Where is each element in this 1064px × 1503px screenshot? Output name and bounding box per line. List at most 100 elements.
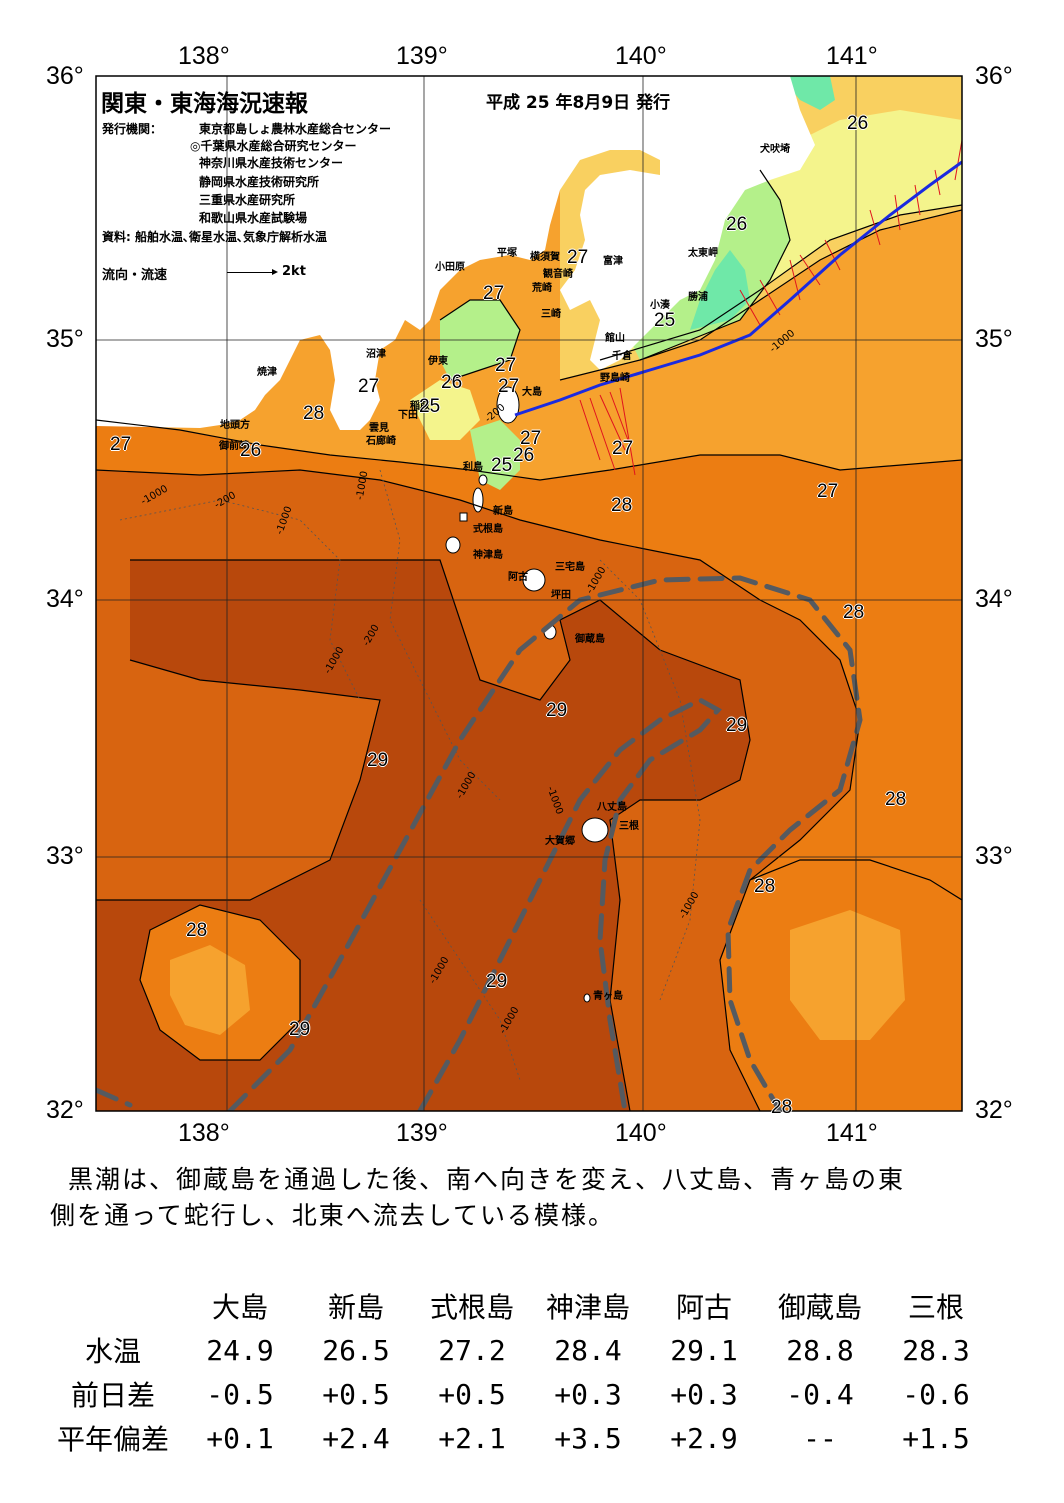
isotherm-label: 28: [611, 495, 633, 516]
lat-label-34-left: 34°: [46, 585, 84, 613]
table-cell: 29.1: [670, 1333, 738, 1367]
table-cell: 24.9: [206, 1333, 274, 1367]
map-title: 関東・東海海況速報: [101, 91, 308, 117]
lat-label-35-right: 35°: [975, 325, 1013, 353]
isotherm-label: 27: [817, 481, 839, 502]
isotherm-label: 29: [367, 750, 389, 771]
honshu-land: [96, 76, 815, 430]
lat-lon-grid: [96, 76, 962, 1111]
lon-label-138-top: 138°: [178, 42, 230, 70]
ship-track: [514, 160, 962, 417]
table-cell: +0.3: [670, 1377, 738, 1411]
agency-item: 神奈川県水産技術センター: [199, 156, 344, 170]
kozushima-island: [445, 536, 461, 554]
temp-oshima-zone: [470, 420, 520, 490]
table-cell: +0.1: [206, 1421, 274, 1455]
lon-label-140-bottom: 140°: [615, 1119, 667, 1147]
temp-24-zone: [690, 250, 750, 330]
place-label: 御蔵島: [575, 634, 605, 645]
isotherm-label: 25: [419, 396, 441, 417]
place-label: 雲見: [369, 423, 389, 434]
agency-item: 三重県水産研究所: [199, 193, 296, 207]
isotherm-label: 27: [495, 355, 517, 376]
agency-item: 東京都島しょ農林水産総合センター: [199, 122, 392, 136]
table-cell: +2.4: [322, 1421, 390, 1455]
table-cell: 26.5: [322, 1333, 390, 1367]
isotherm-label: 27: [483, 283, 505, 304]
flow-scale-arrow-icon: [227, 269, 278, 275]
isotherm-label: 27: [358, 376, 380, 397]
isotherm-label: 29: [486, 971, 508, 992]
hachijojima-island: [581, 817, 609, 843]
table-cell: 28.3: [902, 1333, 970, 1367]
station-header: 式根島: [429, 1291, 514, 1324]
isotherm-label: 26: [513, 445, 535, 466]
isotherm-label: 25: [491, 455, 513, 476]
isotherm-label: 28: [754, 876, 776, 897]
temp-27-east-pool: [790, 910, 905, 1040]
summary-line: 側を通って蛇行し、北東へ流去している模様。: [50, 1201, 616, 1230]
isotherm-label: 27: [498, 376, 520, 397]
lon-label-141-top: 141°: [826, 42, 878, 70]
place-label: 新島: [493, 506, 513, 517]
place-label: 小田原: [435, 262, 465, 273]
isotherm-label: 29: [726, 715, 748, 736]
isotherm-label: 28: [843, 602, 865, 623]
lat-label-35-left: 35°: [46, 325, 84, 353]
row-header: 前日差: [70, 1379, 155, 1412]
temp-izu-east-zone: [410, 380, 480, 440]
place-label: 横須賀: [530, 252, 560, 263]
place-label: 沼津: [366, 349, 386, 360]
agency-item: 和歌山県水産試験場: [199, 211, 308, 225]
aogashima-island: [583, 993, 591, 1003]
place-label: 式根島: [473, 524, 503, 535]
table-cell: +1.5: [902, 1421, 970, 1455]
place-label: 下田: [398, 410, 418, 421]
table-cell: +0.5: [438, 1377, 506, 1411]
lon-label-139-bottom: 139°: [396, 1119, 448, 1147]
place-label: 八丈島: [597, 802, 627, 813]
sea-temperature-map: [95, 75, 963, 1112]
kuroshio-summary: 黒潮は、御蔵島を通過した後、南へ向きを変え、八丈島、青ヶ島の東 側を通って蛇行し…: [50, 1162, 1020, 1234]
table-row: 水温 24.9 26.5 27.2 28.4 29.1 28.8 28.3: [44, 1328, 994, 1372]
table-row: 平年偏差 +0.1 +2.4 +2.1 +3.5 +2.9 -- +1.5: [44, 1416, 994, 1460]
isotherm-label: 29: [546, 700, 568, 721]
summary-line: 黒潮は、御蔵島を通過した後、南へ向きを変え、八丈島、青ヶ島の東: [68, 1165, 906, 1194]
place-label: 青ヶ島: [593, 991, 623, 1002]
table-cell: +2.1: [438, 1421, 506, 1455]
table-cell: +3.5: [554, 1421, 622, 1455]
lat-label-36-right: 36°: [975, 62, 1013, 90]
place-label: 神津島: [473, 550, 503, 561]
isotherm-label: 28: [771, 1097, 793, 1118]
place-label: 勝浦: [688, 292, 708, 303]
table-cell: +2.9: [670, 1421, 738, 1455]
station-header: 三根: [907, 1291, 964, 1324]
lat-label-36-left: 36°: [46, 62, 84, 90]
place-label: 御前崎: [219, 441, 249, 452]
place-label: 三崎: [541, 309, 561, 320]
place-label: 三根: [619, 821, 639, 832]
lat-label-32-left: 32°: [46, 1096, 84, 1124]
station-header: 大島: [211, 1291, 268, 1324]
lon-label-139-top: 139°: [396, 42, 448, 70]
lat-label-34-right: 34°: [975, 585, 1013, 613]
station-header: 御蔵島: [777, 1291, 862, 1324]
depth-contours: [119, 469, 701, 1081]
place-label: 稲取: [410, 401, 430, 412]
place-label: 野島崎: [600, 373, 630, 384]
place-label: 太東岬: [688, 248, 718, 259]
isotherm-label: 27: [520, 428, 542, 449]
place-label: 荒崎: [532, 283, 552, 294]
isotherm-label: 28: [885, 789, 907, 810]
lon-label-141-bottom: 141°: [826, 1119, 878, 1147]
isotherm-label: 27: [567, 247, 589, 268]
station-header: 阿古: [675, 1291, 732, 1324]
place-label: 犬吠埼: [760, 144, 790, 155]
table-cell: -0.4: [786, 1377, 854, 1411]
map-frame: [95, 75, 963, 1112]
agency-label: 発行機関：: [102, 122, 163, 136]
table-cell: -0.5: [206, 1377, 274, 1411]
lon-label-138-bottom: 138°: [178, 1119, 230, 1147]
toshima-island: [478, 474, 488, 486]
place-label: 千倉: [612, 351, 632, 362]
